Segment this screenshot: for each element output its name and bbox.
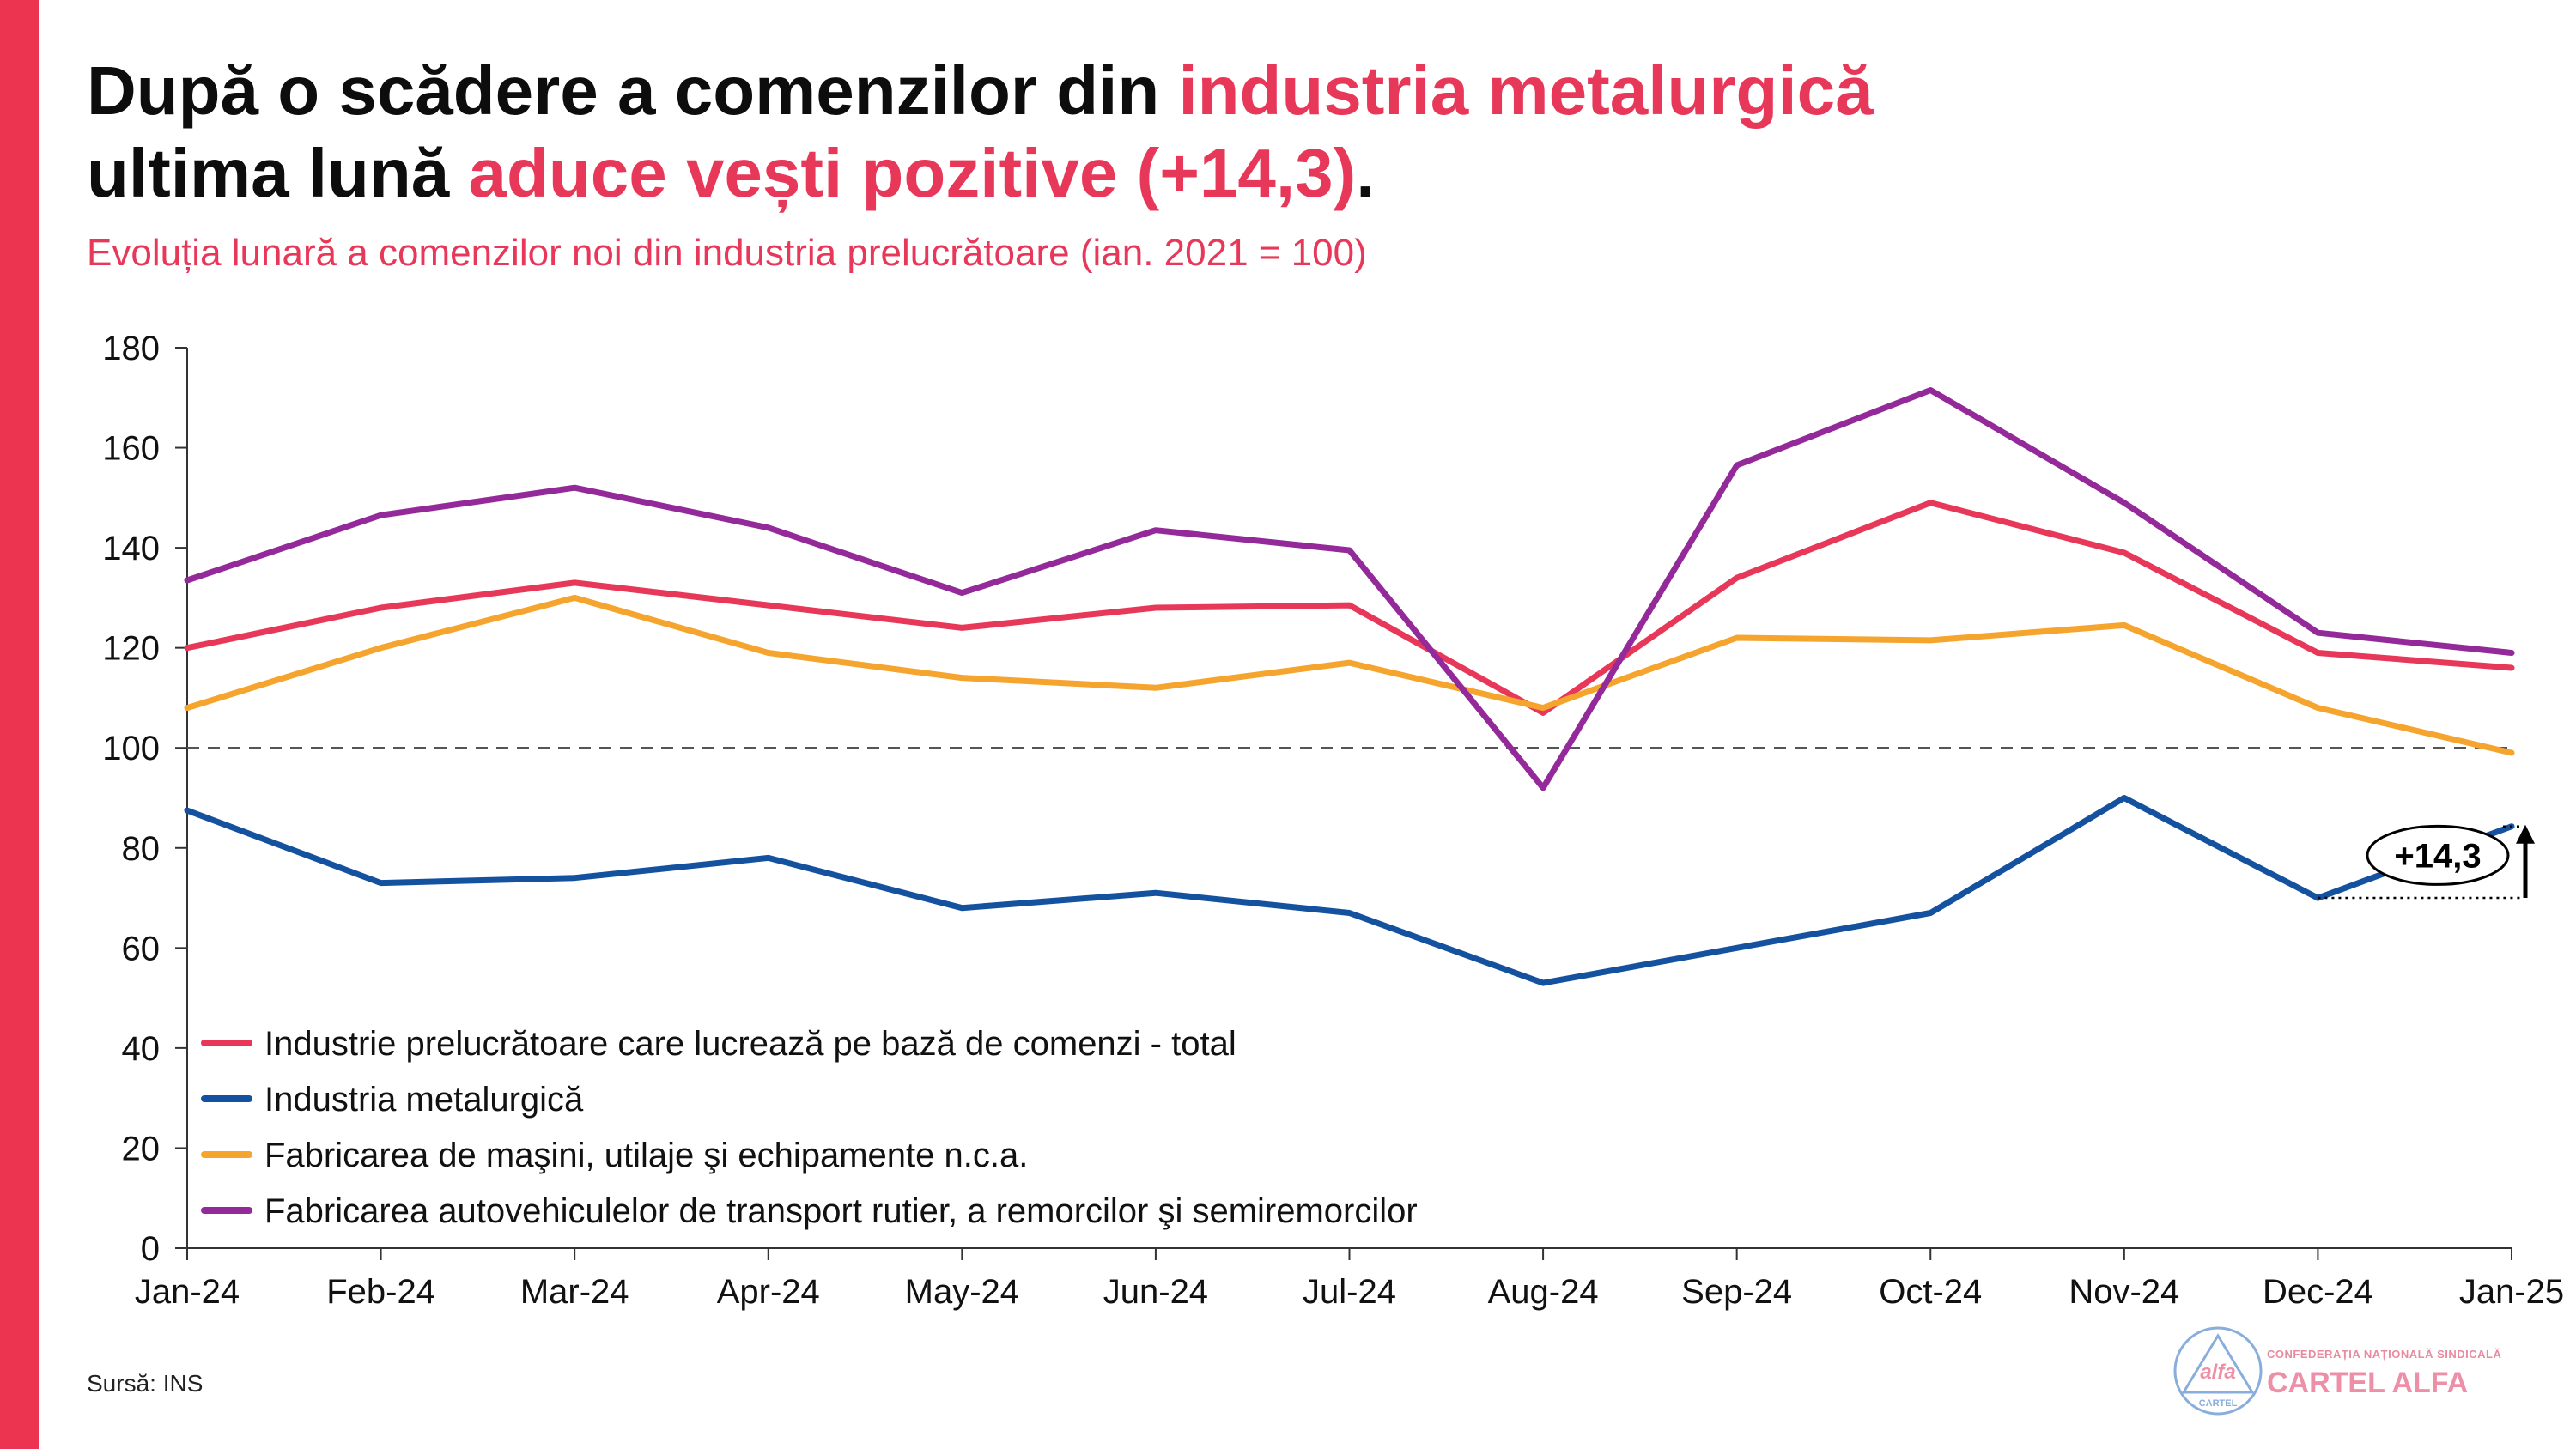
legend-label-2: Industria metalurgică	[264, 1081, 584, 1119]
y-axis: 0 20 40 60 80 100 120 140 160 180	[102, 330, 188, 1268]
legend: Industrie prelucrătoare care lucrează pe…	[201, 1025, 1418, 1230]
legend-label-3: Fabricarea de maşini, utilaje şi echipam…	[264, 1137, 1028, 1174]
legend-label-4: Fabricarea autovehiculelor de transport …	[264, 1192, 1418, 1230]
y-tick-label: 20	[122, 1130, 161, 1167]
x-tick-label: Sep-24	[1681, 1273, 1792, 1311]
x-tick-label: Mar-24	[520, 1273, 629, 1311]
annotation-group: +14,3	[2318, 824, 2535, 900]
title-highlight-vesti: aduce vești pozitive (+14,3)	[468, 135, 1357, 211]
y-tick-label: 120	[102, 630, 160, 668]
title-end: .	[1356, 135, 1376, 211]
logo-org-line: CONFEDERAȚIA NAȚIONALĂ SINDICALĂ	[2267, 1348, 2502, 1361]
emblem-sub: CARTEL	[2199, 1398, 2238, 1409]
y-tick-label: 100	[102, 730, 160, 767]
x-tick-label: May-24	[905, 1273, 1019, 1311]
page-title: După o scădere a comenzilor din industri…	[87, 50, 2491, 215]
x-tick-label: Jan-24	[135, 1273, 240, 1311]
cartel-alfa-logo: alfa CARTEL CONFEDERAȚIA NAȚIONALĂ SINDI…	[2171, 1324, 2501, 1418]
legend-label-1: Industrie prelucrătoare care lucrează pe…	[264, 1025, 1236, 1063]
title-part2: ultima lună	[87, 135, 469, 211]
series-line-1	[184, 500, 2515, 716]
series-lines	[184, 387, 2515, 986]
emblem-word: alfa	[2200, 1361, 2235, 1384]
x-tick-label: Jan-25	[2459, 1273, 2564, 1311]
y-tick-label: 140	[102, 530, 160, 567]
x-tick-label: Jul-24	[1303, 1273, 1396, 1311]
y-tick-label: 80	[122, 830, 161, 868]
series-line-4	[184, 387, 2515, 791]
title-part1: După o scădere a comenzilor din	[87, 52, 1179, 129]
title-highlight-metalurgica: industria metalurgică	[1178, 52, 1874, 129]
logo-name: CARTEL ALFA	[2267, 1367, 2469, 1399]
annotation-arrow-head	[2516, 824, 2535, 844]
annotation-bubble	[2366, 824, 2510, 886]
x-tick-label: Apr-24	[717, 1273, 820, 1311]
x-tick-label: Dec-24	[2263, 1273, 2373, 1311]
x-tick-label: Aug-24	[1488, 1273, 1599, 1311]
y-tick-label: 60	[122, 930, 161, 967]
y-tick-label: 0	[141, 1230, 160, 1268]
chart-subtitle: Evoluția lunară a comenzilor noi din ind…	[87, 232, 1367, 274]
x-tick-label: Oct-24	[1879, 1273, 1982, 1311]
y-tick-label: 160	[102, 430, 160, 468]
side-accent-bar	[0, 0, 39, 1449]
x-tick-label: Nov-24	[2069, 1273, 2179, 1311]
series-line-3	[184, 594, 2515, 756]
series-line-2	[184, 795, 2515, 986]
cartel-alfa-emblem-icon: alfa CARTEL	[2173, 1326, 2263, 1416]
annotation-label: +14,3	[2394, 837, 2481, 875]
x-axis: Jan-24 Feb-24 Mar-24 Apr-24 May-24 Jun-24 Jul-…	[135, 1247, 2564, 1311]
source-note: Sursă: INS	[87, 1370, 204, 1397]
x-tick-label: Jun-24	[1103, 1273, 1208, 1311]
x-tick-label: Feb-24	[326, 1273, 435, 1311]
y-tick-label: 180	[102, 330, 160, 367]
y-tick-label: 40	[122, 1030, 161, 1068]
